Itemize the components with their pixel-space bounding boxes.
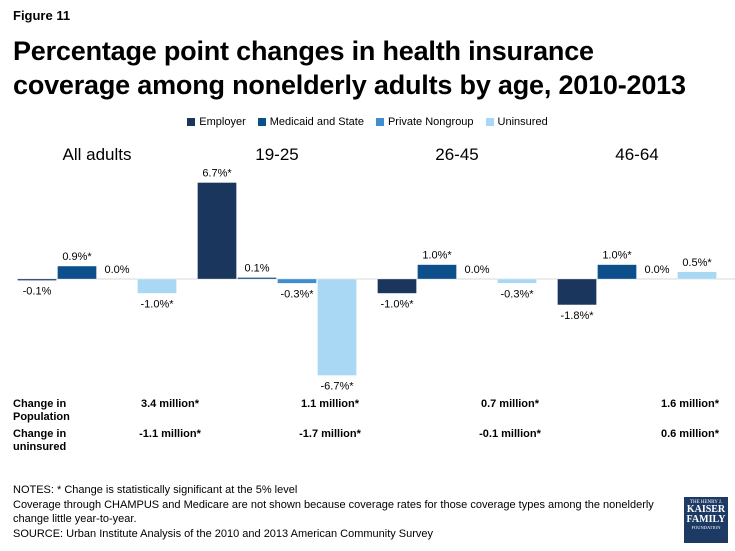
uninsured-value: -1.7 million*	[299, 428, 361, 440]
population-value: 1.1 million*	[300, 398, 360, 410]
bar	[197, 182, 237, 280]
bar	[317, 278, 357, 376]
kff-logo: THE HENRY J. KAISER FAMILY FOUNDATION	[684, 497, 728, 543]
data-label: -1.0%*	[380, 298, 414, 310]
legend-swatch-employer	[187, 118, 196, 126]
data-label: 0.9%*	[62, 251, 92, 263]
legend-label-medicaid: Medicaid and State	[269, 116, 364, 128]
legend-label-employer: Employer	[199, 116, 246, 128]
uninsured-value: -1.1 million*	[139, 428, 201, 440]
legend-item-employer: Employer	[187, 116, 246, 128]
data-label: -1.8%*	[560, 310, 594, 322]
uninsured-value: -0.1 million*	[479, 428, 541, 440]
legend-swatch-medicaid	[257, 118, 266, 126]
uninsured-value: 0.6 million*	[660, 428, 720, 440]
category-label: All adults	[63, 145, 132, 164]
logo-line: FOUNDATION	[691, 525, 721, 530]
logo-line: FAMILY	[686, 514, 726, 525]
notes-significance: NOTES: * Change is statistically signifi…	[13, 484, 298, 496]
chart-plot: All adults -0.1% 0.9%* 0.0% -1.0%* 19-25 6.7%*…	[17, 145, 735, 392]
data-label: -0.1%	[23, 286, 52, 298]
population-value: 0.7 million*	[480, 398, 540, 410]
data-label: 0.0%	[464, 264, 489, 276]
data-label: -0.3%*	[280, 288, 314, 300]
bar	[17, 278, 57, 281]
legend-item-medicaid: Medicaid and State	[257, 116, 364, 128]
bar	[497, 278, 537, 284]
bar	[557, 278, 597, 306]
legend-label-private-nongroup: Private Nongroup	[387, 116, 474, 128]
data-label: 6.7%*	[202, 168, 232, 180]
legend: Employer Medicaid and State Private Nong…	[0, 116, 735, 128]
legend-swatch-uninsured	[485, 118, 494, 126]
data-label: 0.0%	[644, 264, 669, 276]
data-label: 0.1%	[244, 263, 269, 275]
legend-label-uninsured: Uninsured	[497, 116, 548, 128]
population-value: 1.6 million*	[660, 398, 720, 410]
category-label: 19-25	[255, 145, 298, 164]
notes-source: SOURCE: Urban Institute Analysis of the …	[13, 527, 434, 540]
figure-label: Figure 11	[13, 8, 71, 23]
uninsured-header: Change in uninsured	[13, 428, 67, 453]
data-label: -0.3%*	[500, 288, 534, 300]
legend-swatch-private-nongroup	[375, 118, 384, 126]
category-label: 46-64	[615, 145, 658, 164]
legend-item-private-nongroup: Private Nongroup	[375, 116, 474, 128]
bar	[237, 277, 277, 280]
bar	[417, 264, 457, 280]
notes: NOTES: * Change is statistically signifi…	[13, 483, 673, 541]
data-label: -6.7%*	[320, 380, 354, 392]
legend-item-uninsured: Uninsured	[485, 116, 548, 128]
bar	[377, 278, 417, 294]
notes-coverage: Coverage through CHAMPUS and Medicare ar…	[13, 498, 654, 526]
bar	[137, 278, 177, 294]
bar	[597, 264, 637, 280]
logo-line: THE HENRY J.	[689, 500, 723, 505]
data-label: 1.0%*	[422, 250, 452, 262]
population-value: 3.4 million*	[140, 398, 200, 410]
bar	[677, 271, 717, 280]
data-label: 1.0%*	[602, 250, 632, 262]
data-label: 0.0%	[104, 264, 129, 276]
category-label: 26-45	[435, 145, 478, 164]
logo-line: KAISER	[686, 504, 726, 515]
uninsured-row: Change in uninsured -1.1 million* -1.7 m…	[13, 428, 719, 458]
bar	[277, 278, 317, 284]
data-label: 0.5%*	[682, 257, 712, 269]
chart-title: Percentage point changes in health insur…	[13, 36, 686, 100]
bar	[57, 265, 97, 280]
population-header: Change in Population	[13, 398, 70, 423]
population-row: Change in Population 3.4 million* 1.1 mi…	[13, 398, 719, 428]
data-label: -1.0%*	[140, 298, 174, 310]
